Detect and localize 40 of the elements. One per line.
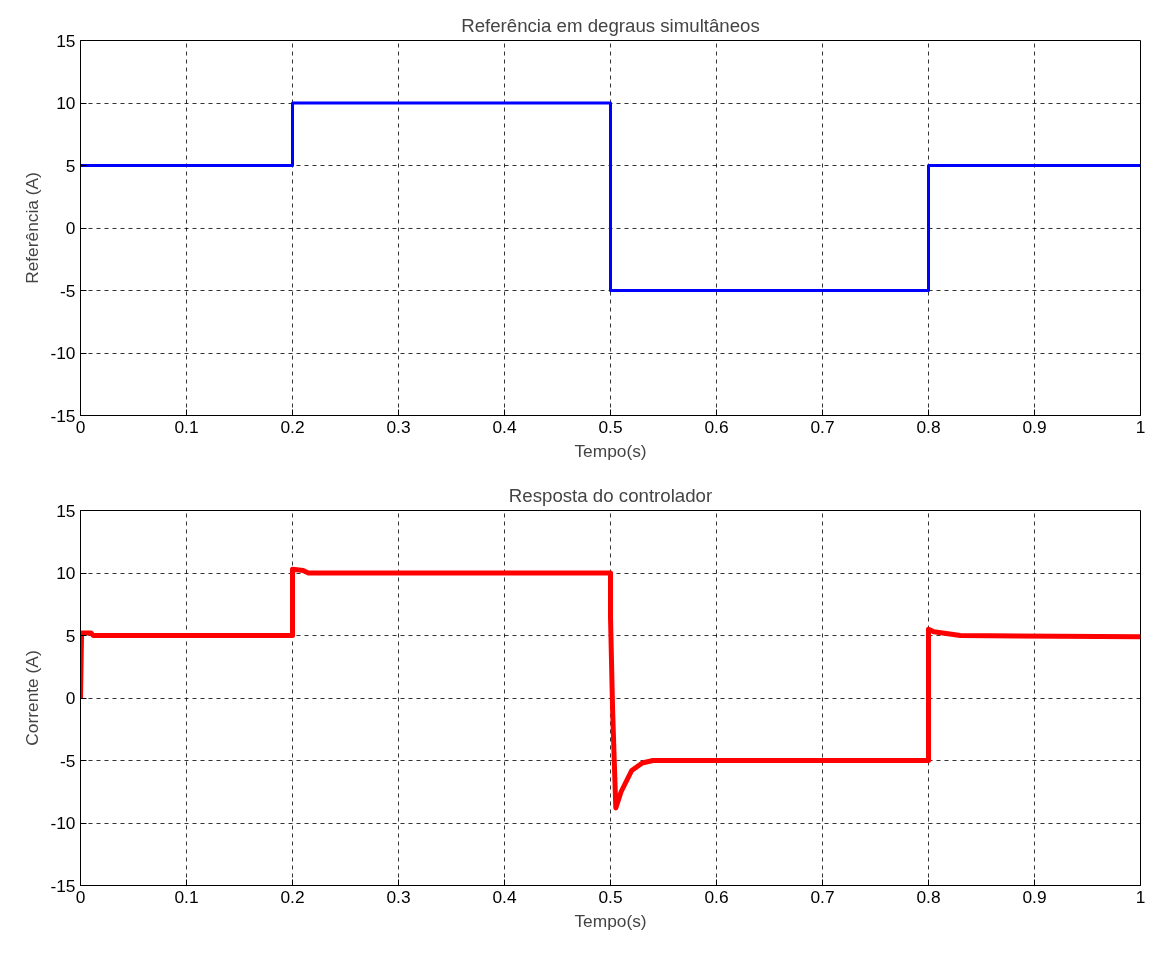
y-axis-title: Corrente (A) (22, 650, 43, 746)
x-tick-label: 1 (1135, 886, 1146, 907)
y-tick-label: 0 (65, 218, 76, 238)
y-tick-label: -5 (60, 280, 76, 301)
x-tick-label: 1 (1135, 416, 1146, 437)
x-tick-label: 0.9 (1022, 886, 1047, 907)
x-tick-label: 0.8 (916, 886, 941, 907)
x-tick-label: 0.9 (1022, 416, 1047, 437)
chart-title: Resposta do controlador (508, 484, 713, 506)
x-tick-label: 0.5 (598, 416, 623, 437)
x-tick-label: 0.4 (492, 886, 517, 907)
x-tick-label: 0.1 (174, 886, 199, 907)
y-axis-title: Referência (A) (22, 172, 43, 284)
y-tick-label: 5 (65, 625, 76, 646)
x-tick-label: 0.8 (916, 416, 941, 437)
x-tick-label: 0.2 (280, 416, 305, 437)
y-tick-label: 15 (56, 30, 76, 51)
x-tick-label: 0.7 (810, 886, 835, 907)
x-tick-label: 0.6 (704, 416, 729, 437)
x-axis-title: Tempo(s) (574, 440, 647, 461)
y-tick-label: 5 (65, 155, 76, 176)
x-tick-label: 0.3 (386, 416, 411, 437)
y-tick-label: -5 (60, 750, 76, 771)
x-tick-label: 0.2 (280, 886, 305, 907)
x-tick-label: 0.4 (492, 416, 517, 437)
y-tick-label: 10 (56, 93, 76, 113)
y-tick-label: -10 (50, 813, 76, 833)
y-tick-label: -15 (50, 875, 76, 896)
x-tick-label: 0.5 (598, 886, 623, 907)
x-axis-title: Tempo(s) (574, 910, 647, 931)
x-tick-label: 0.7 (810, 416, 835, 437)
y-tick-label: 0 (65, 688, 76, 708)
x-tick-label: 0.3 (386, 886, 411, 907)
x-tick-label: 0.6 (704, 886, 729, 907)
x-tick-label: 0.1 (174, 416, 199, 437)
y-tick-label: -15 (50, 405, 76, 426)
y-tick-label: 15 (56, 500, 76, 521)
y-tick-label: 10 (56, 563, 76, 583)
chart-title: Referência em degraus simultâneos (461, 14, 760, 36)
y-tick-label: -10 (50, 343, 76, 363)
